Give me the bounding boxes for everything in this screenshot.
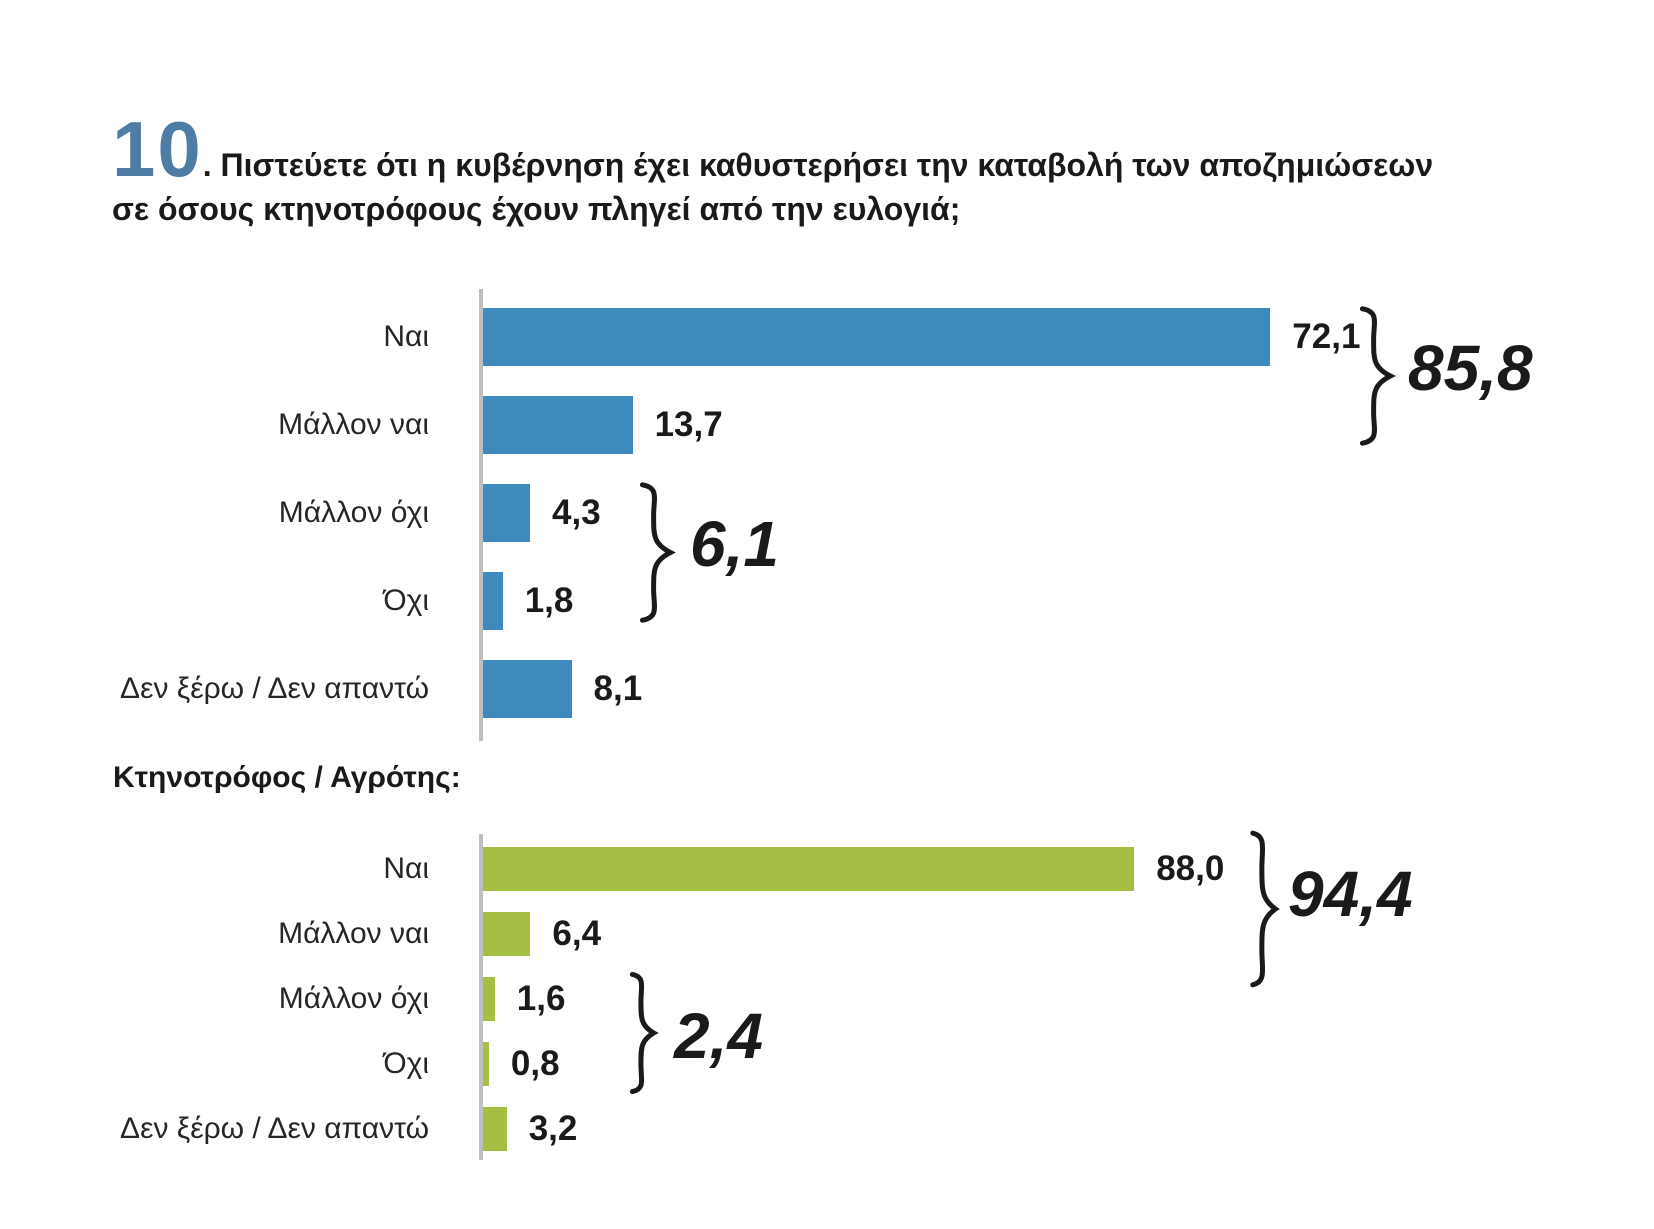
value-label: 3,2 xyxy=(528,1109,578,1148)
chart1-no-group-brace xyxy=(634,482,676,623)
bar xyxy=(483,1042,489,1086)
chart1-yes-group-total: 85,8 xyxy=(1408,332,1533,404)
question-title-line1: . Πιστεύετε ότι η κυβέρνηση έχει καθυστε… xyxy=(202,147,1434,183)
bar xyxy=(483,977,495,1021)
question-title-line1-wrap: 10. Πιστεύετε ότι η κυβέρνηση έχει καθυσ… xyxy=(112,110,1572,188)
bar-row: Δεν ξέρω / Δεν απαντώ 8,1 xyxy=(0,660,1654,718)
category-label: Μάλλον ναι xyxy=(278,408,429,442)
value-label: 8,1 xyxy=(593,669,643,708)
bar xyxy=(483,847,1135,891)
value-label: 13,7 xyxy=(654,405,723,444)
category-label: Ναι xyxy=(383,852,429,886)
chart2-bars: Ναι 88,0 Μάλλον ναι 6,4 Μάλλον όχι 1,6 Όχι 0,8 Δ… xyxy=(0,847,1654,1172)
category-label: Όχι xyxy=(383,1047,429,1081)
category-label: Δεν ξέρω / Δεν απαντώ xyxy=(120,672,429,706)
bar xyxy=(483,912,531,956)
bar-row: Μάλλον όχι 4,3 xyxy=(0,484,1654,542)
value-label: 1,8 xyxy=(524,581,574,620)
category-label: Ναι xyxy=(383,320,429,354)
value-label: 72,1 xyxy=(1292,317,1361,356)
bar-row: Δεν ξέρω / Δεν απαντώ 3,2 xyxy=(0,1107,1654,1151)
category-label: Όχι xyxy=(383,584,429,618)
category-label: Δεν ξέρω / Δεν απαντώ xyxy=(120,1112,429,1146)
bar-row: Μάλλον ναι 13,7 xyxy=(0,396,1654,454)
value-label: 88,0 xyxy=(1156,849,1225,888)
value-label: 6,4 xyxy=(552,914,602,953)
value-label: 4,3 xyxy=(552,493,601,532)
bar-row: Όχι 1,8 xyxy=(0,572,1654,630)
chart2-no-group-total: 2,4 xyxy=(674,1000,763,1072)
bar-row: Ναι 88,0 xyxy=(0,847,1654,891)
question-title-line2: σε όσους κτηνοτρόφους έχουν πληγεί από τ… xyxy=(112,191,961,227)
bar-row: Ναι 72,1 xyxy=(0,308,1654,366)
value-label: 0,8 xyxy=(510,1044,560,1083)
chart1-yes-group-brace xyxy=(1354,306,1396,446)
question-title: 10. Πιστεύετε ότι η κυβέρνηση έχει καθυσ… xyxy=(112,110,1572,227)
chart2-yes-group-total: 94,4 xyxy=(1288,858,1413,930)
chart1-axis-line xyxy=(479,289,483,741)
bar xyxy=(483,396,633,454)
chart2-no-group-brace xyxy=(626,972,658,1094)
bar-row: Μάλλον ναι 6,4 xyxy=(0,912,1654,956)
bar-row: Όχι 0,8 xyxy=(0,1042,1654,1086)
bar xyxy=(483,308,1271,366)
bar-row: Μάλλον όχι 1,6 xyxy=(0,977,1654,1021)
bar xyxy=(483,484,530,542)
chart2-axis-line xyxy=(479,834,483,1160)
category-label: Μάλλον ναι xyxy=(278,917,429,951)
value-label: 1,6 xyxy=(516,979,566,1018)
chart2-yes-group-brace xyxy=(1246,830,1280,988)
chart1-no-group-total: 6,1 xyxy=(690,508,779,580)
farmers-section-label: Κτηνοτρόφος / Αγρότης: xyxy=(113,761,461,794)
bar xyxy=(483,660,572,718)
category-label: Μάλλον όχι xyxy=(278,496,429,530)
bar xyxy=(483,1107,507,1151)
category-label: Μάλλον όχι xyxy=(278,982,429,1016)
question-number: 10 xyxy=(112,105,203,193)
chart1-bars: Ναι 72,1 Μάλλον ναι 13,7 Μάλλον όχι 4,3 Όχι 1,8… xyxy=(0,308,1654,748)
bar xyxy=(483,572,503,630)
